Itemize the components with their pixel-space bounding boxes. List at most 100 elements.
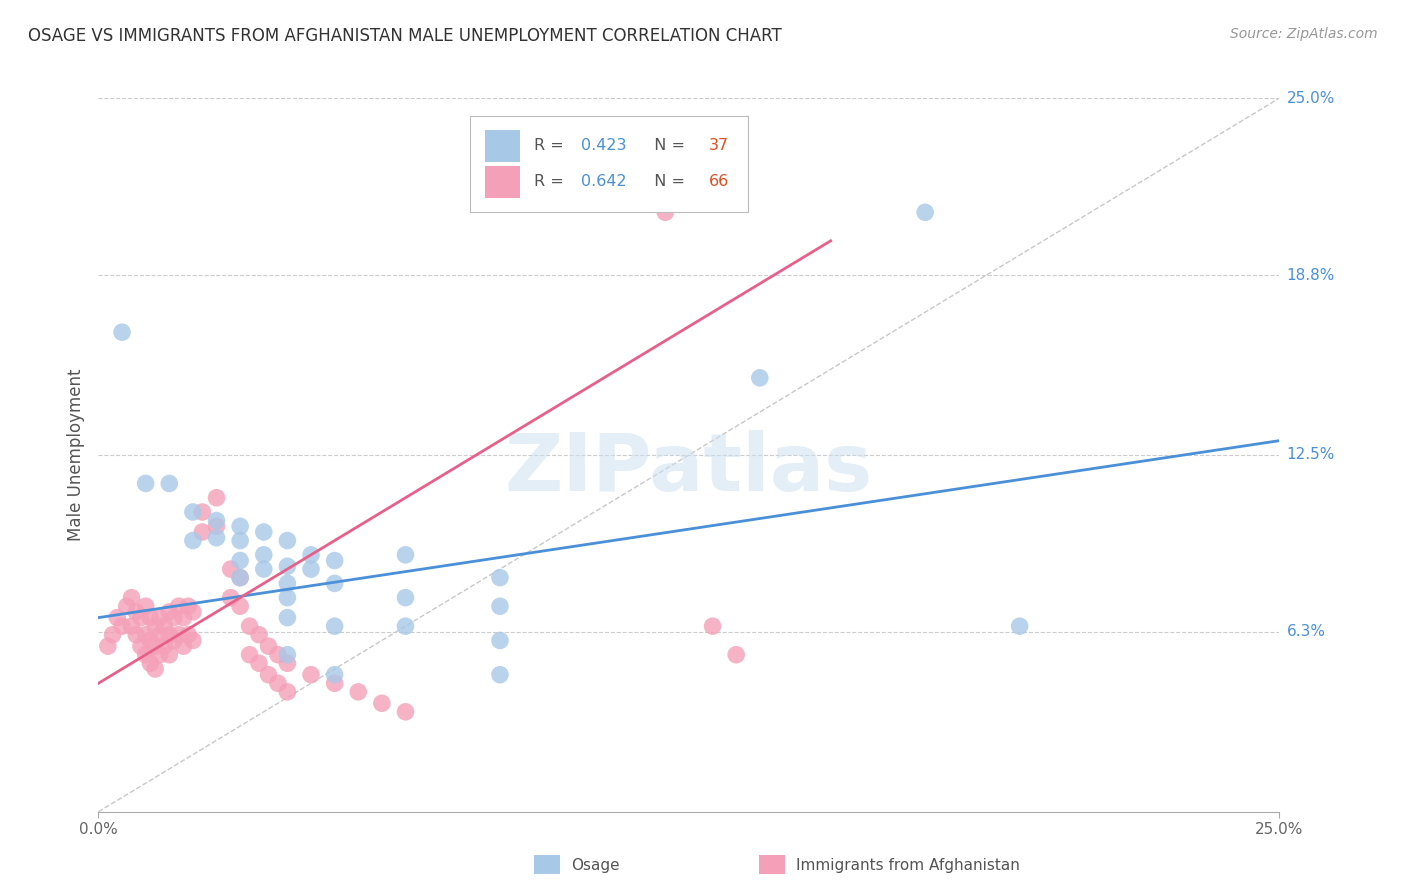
Point [229, 519, 252, 533]
Text: 12.5%: 12.5% [1286, 448, 1334, 462]
Point [276, 648, 298, 662]
Point [149, 628, 172, 642]
Point [347, 685, 370, 699]
Point [323, 676, 346, 690]
FancyBboxPatch shape [485, 130, 520, 162]
Text: 6.3%: 6.3% [1286, 624, 1326, 640]
Text: R =: R = [534, 138, 569, 153]
Point [253, 562, 276, 576]
Text: N =: N = [644, 138, 690, 153]
Point [748, 371, 770, 385]
Point [143, 639, 166, 653]
Point [157, 476, 180, 491]
Text: Osage: Osage [571, 858, 620, 872]
Point [276, 533, 298, 548]
FancyBboxPatch shape [471, 116, 748, 212]
Text: 66: 66 [709, 174, 730, 189]
Point [257, 639, 280, 653]
Point [239, 648, 262, 662]
Text: ZIPatlas: ZIPatlas [505, 430, 873, 508]
Point [191, 505, 214, 519]
Point [299, 562, 322, 576]
Point [153, 619, 176, 633]
Point [172, 639, 194, 653]
Point [247, 657, 270, 671]
Point [181, 633, 204, 648]
Point [205, 514, 228, 528]
Text: 25.0%: 25.0% [1286, 91, 1334, 105]
Point [111, 619, 134, 633]
Point [143, 662, 166, 676]
Text: OSAGE VS IMMIGRANTS FROM AFGHANISTAN MALE UNEMPLOYMENT CORRELATION CHART: OSAGE VS IMMIGRANTS FROM AFGHANISTAN MAL… [28, 27, 782, 45]
Point [167, 599, 190, 614]
Point [177, 628, 200, 642]
Point [177, 599, 200, 614]
Point [181, 533, 204, 548]
Point [219, 591, 242, 605]
Point [139, 633, 162, 648]
Point [163, 633, 186, 648]
Point [276, 559, 298, 574]
Point [323, 553, 346, 567]
Point [157, 628, 180, 642]
Point [239, 619, 262, 633]
Point [129, 639, 152, 653]
Point [267, 676, 290, 690]
Point [702, 619, 724, 633]
Point [725, 648, 748, 662]
Point [163, 610, 186, 624]
Point [149, 610, 172, 624]
Point [489, 667, 512, 681]
Text: 0.423: 0.423 [582, 138, 627, 153]
Point [149, 648, 172, 662]
FancyBboxPatch shape [485, 166, 520, 198]
Point [115, 599, 138, 614]
Point [229, 571, 252, 585]
Point [97, 639, 120, 653]
Point [135, 476, 157, 491]
Point [219, 562, 242, 576]
Point [121, 619, 143, 633]
Point [323, 667, 346, 681]
Text: 0.642: 0.642 [582, 174, 627, 189]
Point [172, 610, 194, 624]
Point [135, 599, 157, 614]
Point [276, 685, 298, 699]
Point [489, 599, 512, 614]
Text: 37: 37 [709, 138, 730, 153]
Point [394, 548, 416, 562]
Point [253, 524, 276, 539]
Point [394, 705, 416, 719]
Y-axis label: Male Unemployment: Male Unemployment [66, 368, 84, 541]
Point [299, 667, 322, 681]
Point [654, 205, 676, 219]
Point [143, 619, 166, 633]
Point [157, 605, 180, 619]
Point [229, 599, 252, 614]
Point [205, 519, 228, 533]
Text: N =: N = [644, 174, 690, 189]
Point [129, 610, 152, 624]
Point [135, 628, 157, 642]
Point [205, 531, 228, 545]
Point [111, 325, 134, 339]
Point [489, 571, 512, 585]
Point [253, 548, 276, 562]
Point [229, 533, 252, 548]
Point [205, 491, 228, 505]
Point [157, 648, 180, 662]
Text: Immigrants from Afghanistan: Immigrants from Afghanistan [796, 858, 1019, 872]
Point [167, 628, 190, 642]
Point [135, 648, 157, 662]
Text: 18.8%: 18.8% [1286, 268, 1334, 283]
Text: Source: ZipAtlas.com: Source: ZipAtlas.com [1230, 27, 1378, 41]
Point [276, 591, 298, 605]
Point [125, 605, 148, 619]
Point [229, 571, 252, 585]
Point [267, 648, 290, 662]
Point [139, 657, 162, 671]
Point [257, 667, 280, 681]
Point [276, 576, 298, 591]
Point [229, 553, 252, 567]
Point [247, 628, 270, 642]
